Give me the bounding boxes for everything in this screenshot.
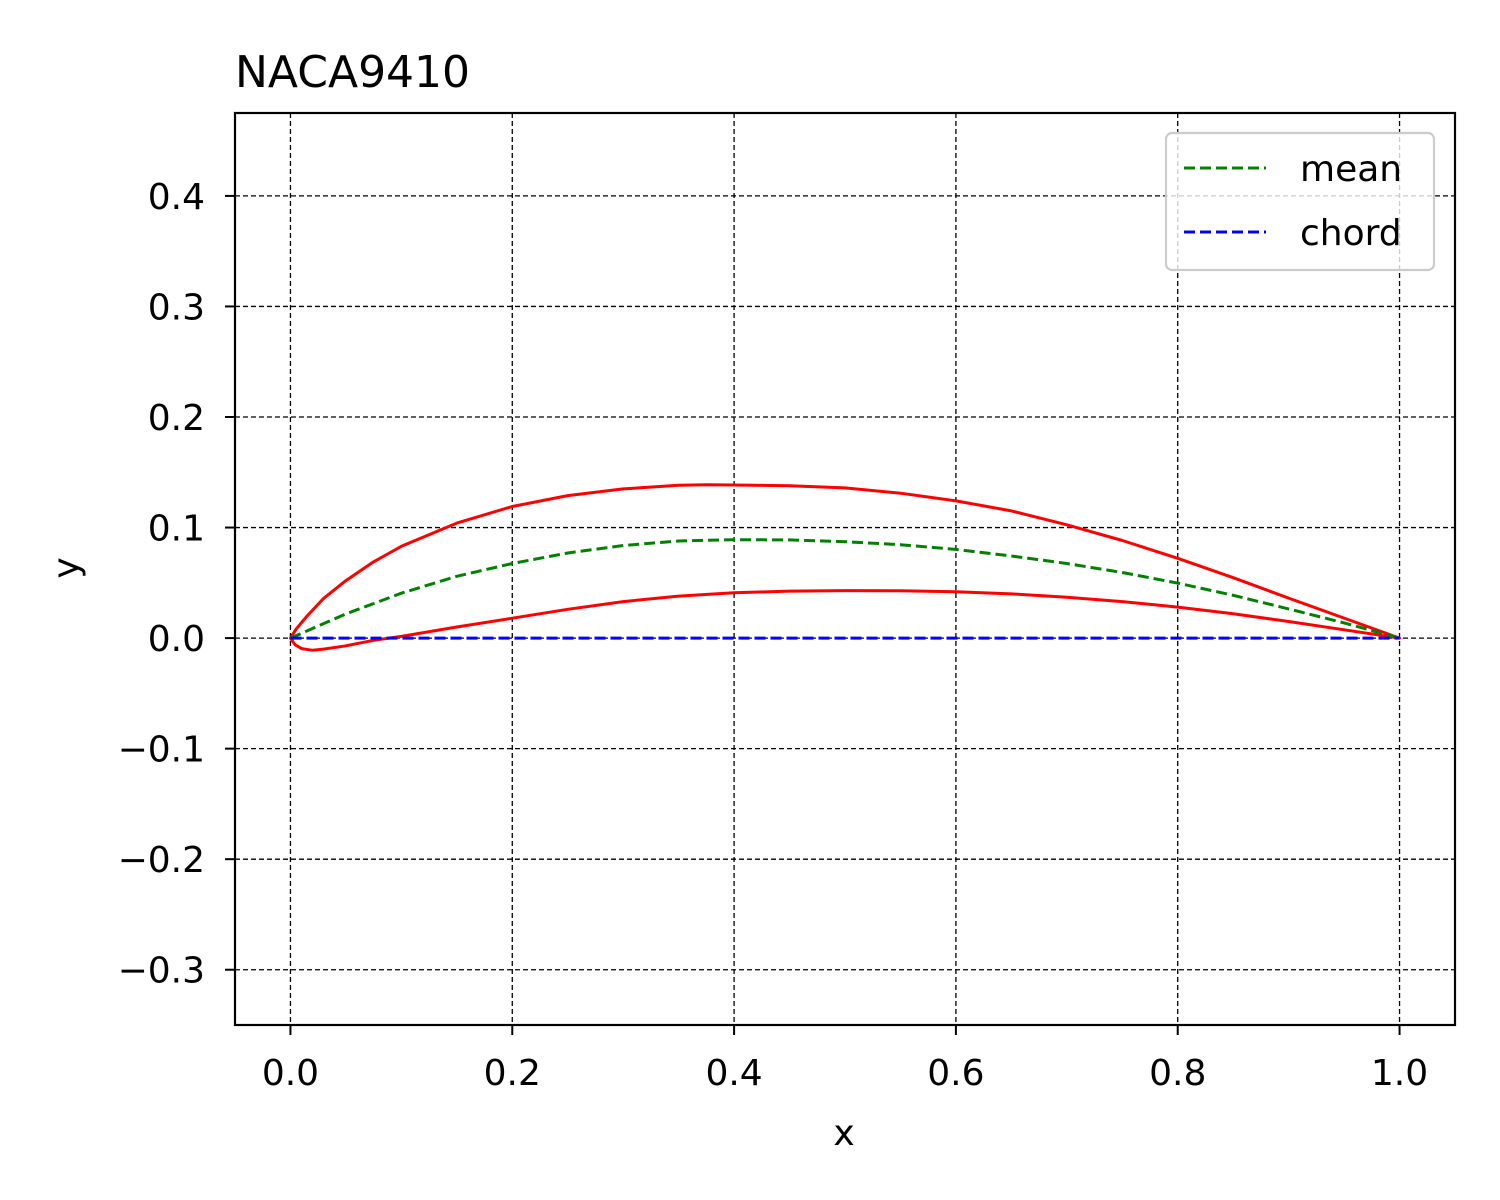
x-tick-label: 0.2	[484, 1053, 541, 1094]
plot-area	[289, 483, 1401, 652]
x-tick-label: 1.0	[1371, 1053, 1428, 1094]
series-mean-line	[289, 538, 1400, 640]
y-tick-label: −0.2	[118, 840, 205, 881]
axes-frame	[233, 111, 1457, 1027]
x-tick-label: 0.4	[705, 1053, 762, 1094]
y-tick-label: 0.0	[148, 619, 205, 660]
legend-chord-label: chord	[1300, 213, 1402, 254]
y-axis-label: y	[46, 557, 87, 578]
y-tick-label: −0.3	[118, 951, 205, 992]
x-tick-label: 0.6	[927, 1053, 984, 1094]
airfoil-profile-line	[289, 483, 1401, 652]
x-axis-label: x	[833, 1113, 854, 1154]
y-tick-label: 0.3	[148, 287, 205, 328]
ticks: 0.0 0.2 0.4 0.6 0.8 1.0 −0.3 −0.2 −0.1 0.0 0.1 0.2 0…	[118, 177, 1429, 1094]
y-tick-label: 0.2	[148, 398, 205, 439]
x-tick-label: 0.0	[262, 1053, 319, 1094]
legend: mean chord	[1164, 131, 1436, 272]
y-tick-label: 0.4	[148, 177, 205, 218]
y-tick-label: −0.1	[118, 730, 205, 771]
chart-title: NACA9410	[235, 47, 470, 98]
x-tick-label: 0.8	[1149, 1053, 1206, 1094]
y-tick-label: 0.1	[148, 509, 205, 550]
legend-mean-label: mean	[1300, 149, 1402, 190]
